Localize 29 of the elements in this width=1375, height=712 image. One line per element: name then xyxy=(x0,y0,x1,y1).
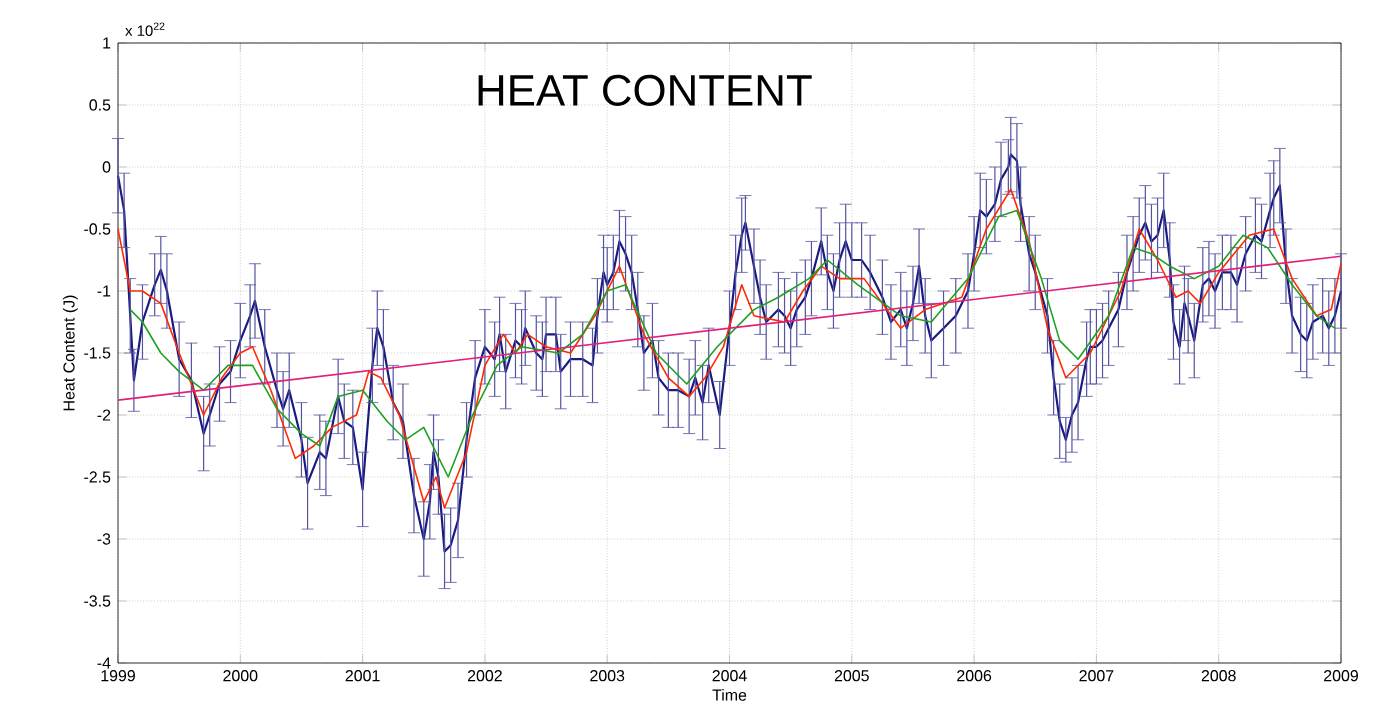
y-tick-label: -2 xyxy=(97,409,111,421)
x-tick-label: 2003 xyxy=(590,670,625,682)
y-tick-label: -3.5 xyxy=(84,595,111,607)
x-tick-label: 2007 xyxy=(1079,670,1114,682)
line-series xyxy=(129,209,1336,478)
y-tick-label: -0.5 xyxy=(84,223,111,235)
y-tick-label: -1 xyxy=(97,285,111,297)
y-axis-title: Heat Content (J) xyxy=(62,295,78,411)
y-tick-label: -3 xyxy=(97,533,111,545)
x-axis-title: Time xyxy=(712,689,747,701)
x-tick-label: 2009 xyxy=(1324,670,1358,682)
y-tick-label: 0.5 xyxy=(89,99,111,111)
line-series xyxy=(117,188,1342,509)
x-tick-label: 2005 xyxy=(834,670,869,682)
y-tick-label: -1.5 xyxy=(84,347,111,359)
x-tick-label: 2006 xyxy=(957,670,992,682)
y-tick-label: -2.5 xyxy=(84,471,111,483)
y-tick-label: 0 xyxy=(102,161,111,173)
text: HEAT CONTENT xyxy=(478,74,812,106)
x-tick-label: 2000 xyxy=(223,670,258,682)
line-series xyxy=(116,153,1343,553)
text: x 10$^{22}$ xyxy=(125,22,165,36)
y-tick-label: 1 xyxy=(103,37,111,49)
y-tick-label: -4 xyxy=(97,657,111,669)
x-tick-label: 2001 xyxy=(345,670,380,682)
x-tick-label: 2002 xyxy=(467,670,502,682)
x-tick-label: 2004 xyxy=(712,670,747,682)
x-tick-label: 2008 xyxy=(1201,670,1236,682)
x-tick-label: 1999 xyxy=(101,670,135,682)
